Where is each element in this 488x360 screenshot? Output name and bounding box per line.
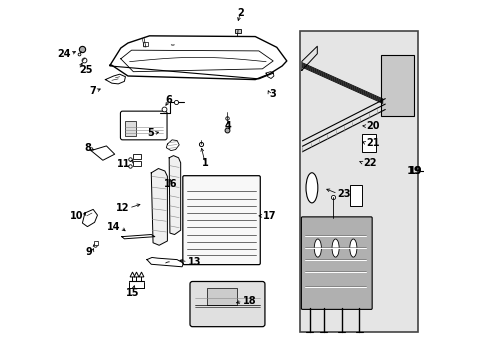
FancyBboxPatch shape xyxy=(183,176,260,265)
Text: 9: 9 xyxy=(85,247,92,257)
Bar xyxy=(125,121,136,135)
FancyBboxPatch shape xyxy=(300,31,418,332)
Bar xyxy=(132,154,140,159)
Text: 19: 19 xyxy=(407,166,421,176)
FancyBboxPatch shape xyxy=(190,282,264,327)
Text: 22: 22 xyxy=(362,158,376,168)
Text: 8: 8 xyxy=(84,143,91,153)
Text: 11: 11 xyxy=(117,159,130,169)
Ellipse shape xyxy=(349,239,356,257)
Text: 5: 5 xyxy=(147,129,154,138)
Text: 21: 21 xyxy=(366,139,379,148)
Ellipse shape xyxy=(314,239,321,257)
Text: 19: 19 xyxy=(406,166,421,176)
Text: 23: 23 xyxy=(337,189,350,199)
FancyBboxPatch shape xyxy=(301,217,371,309)
Bar xyxy=(380,55,413,116)
Ellipse shape xyxy=(331,239,339,257)
Text: 2: 2 xyxy=(236,8,243,18)
Text: 10: 10 xyxy=(70,211,83,221)
Text: 15: 15 xyxy=(125,288,139,298)
Text: 3: 3 xyxy=(269,89,276,99)
Polygon shape xyxy=(301,46,317,70)
Bar xyxy=(206,288,237,305)
Text: 16: 16 xyxy=(164,179,177,189)
Text: 25: 25 xyxy=(79,64,92,75)
Text: 24: 24 xyxy=(57,49,70,59)
Text: 14: 14 xyxy=(107,222,121,232)
Text: 1: 1 xyxy=(201,158,208,168)
Ellipse shape xyxy=(305,173,317,203)
Text: 18: 18 xyxy=(242,296,256,306)
Bar xyxy=(132,161,140,166)
Polygon shape xyxy=(151,168,167,245)
Polygon shape xyxy=(169,156,180,234)
Text: 7: 7 xyxy=(89,86,96,96)
Text: 20: 20 xyxy=(366,121,379,131)
FancyBboxPatch shape xyxy=(120,111,167,140)
Bar xyxy=(361,134,375,152)
Bar xyxy=(349,185,361,206)
Text: 17: 17 xyxy=(263,211,276,221)
Bar xyxy=(235,29,240,33)
Text: 6: 6 xyxy=(165,95,172,105)
Text: 12: 12 xyxy=(115,203,129,213)
Bar xyxy=(143,42,147,45)
Text: 13: 13 xyxy=(187,257,201,267)
Text: 4: 4 xyxy=(224,121,231,131)
